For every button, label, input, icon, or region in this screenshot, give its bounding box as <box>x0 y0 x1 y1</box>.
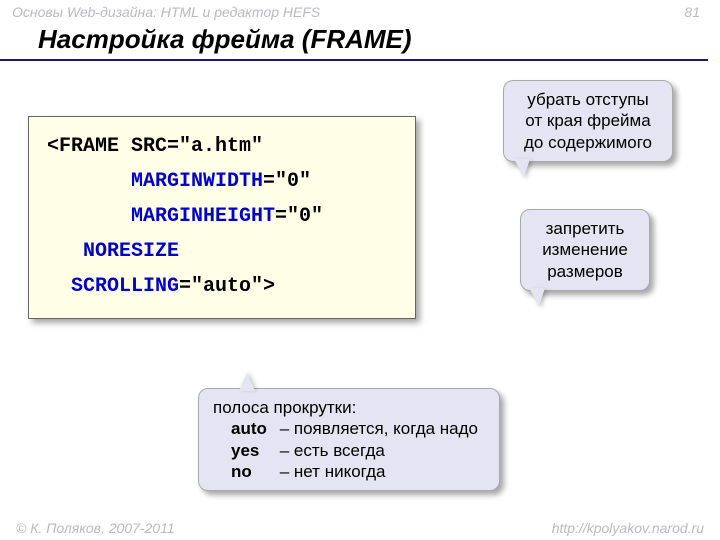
copyright: © К. Поляков, 2007-2011 <box>16 520 175 536</box>
callout-margins: убрать отступыот края фреймадо содержимо… <box>503 80 673 162</box>
scroll-option-kw: no <box>231 461 275 482</box>
footer-url: http://kpolyakov.narod.ru <box>552 520 704 536</box>
scroll-option-kw: auto <box>231 418 275 439</box>
callout-noresize: запретитьизменениеразмеров <box>520 209 650 291</box>
callout-tail-icon <box>239 373 255 391</box>
breadcrumb: Основы Web-дизайна: HTML и редактор HEFS <box>12 4 320 20</box>
slide-footer: © К. Поляков, 2007-2011 http://kpolyakov… <box>0 520 720 536</box>
callout-text: убрать отступыот края фреймадо содержимо… <box>524 90 652 152</box>
scrolling-options: auto – появляется, когда надоyes – есть … <box>231 418 478 482</box>
callout-intro: полоса прокрутки: <box>213 397 485 418</box>
scroll-option: yes – есть всегда <box>231 440 478 461</box>
code-block: <FRAME SRC="a.htm" MARGINWIDTH="0" MARGI… <box>28 116 416 319</box>
callout-text: запретитьизменениеразмеров <box>542 219 628 281</box>
scroll-option-desc: – нет никогда <box>275 462 385 481</box>
callout-tail-icon <box>529 288 545 306</box>
scroll-option: no – нет никогда <box>231 461 478 482</box>
scroll-option-desc: – появляется, когда надо <box>275 419 478 438</box>
page-number: 81 <box>684 4 700 20</box>
page-title: Настройка фрейма (FRAME) <box>0 22 708 61</box>
slide-header: Основы Web-дизайна: HTML и редактор HEFS… <box>0 0 720 22</box>
scroll-option-kw: yes <box>231 440 275 461</box>
scroll-option-desc: – есть всегда <box>275 441 385 460</box>
callout-tail-icon <box>514 159 530 177</box>
callout-scrolling: полоса прокрутки: auto – появляется, ког… <box>198 388 500 491</box>
scroll-option: auto – появляется, когда надо <box>231 418 478 439</box>
